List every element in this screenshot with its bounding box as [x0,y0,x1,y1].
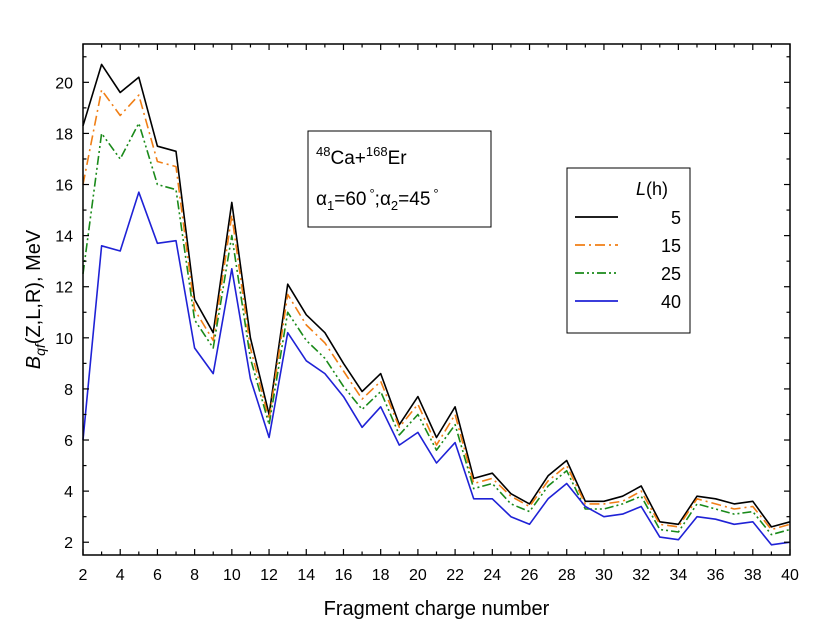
annotation-sep: ; [375,189,380,210]
annotation-reaction: 48Ca+168Er [316,144,407,169]
annotation-a1-val: =60 [334,189,366,210]
annotation-el2: Er [388,148,408,169]
annotation-a2-val: =45 [398,189,430,210]
legend-title-l: L [636,179,646,199]
x-tick-label: 34 [669,567,687,584]
x-tick-label: 36 [707,567,725,584]
x-tick-label: 26 [521,567,539,584]
annotation-a2-sub: 2 [391,198,398,213]
tick-layer: 2 4 6 8 10 12 14 16 18 20 22 24 26 28 30 32 34 36 38 402468… [55,44,799,584]
x-tick-label: 16 [335,567,353,584]
y-tick-label: 4 [64,484,73,501]
x-tick-label: 30 [595,567,613,584]
y-tick-label: 14 [55,229,73,246]
y-tick-label: 20 [55,75,73,92]
legend-frame [566,167,691,334]
annotation-el1: Ca+ [330,148,365,169]
reaction-annotation: 48Ca+168Er α1=60 °;α2=45 ° [307,130,492,228]
series-line-25 [82,122,791,536]
annotation-frame [307,130,492,228]
series-line-15 [82,89,791,531]
y-tick-label: 16 [55,178,73,195]
y-axis-title-sub: qf [32,342,48,356]
legend-label-5: 5 [671,208,681,228]
x-tick-label: 40 [781,567,799,584]
x-tick-label: 38 [744,567,762,584]
y-tick-label: 18 [55,126,73,143]
y-tick-label: 6 [64,433,73,450]
x-tick-label: 18 [372,567,390,584]
annotation-angles: α1=60 °;α2=45 ° [316,186,439,213]
x-tick-label: 4 [116,567,125,584]
legend-title: L(h) [636,179,668,199]
y-tick-label: 8 [64,382,73,399]
x-tick-label: 24 [483,567,501,584]
legend-label-40: 40 [661,292,681,312]
series-line-40 [82,191,791,546]
y-axis-title-main: B [23,356,45,369]
x-axis-title: Fragment charge number [324,598,550,620]
alpha-symbol-2: α [380,189,391,210]
y-axis-title: Bqf(Z,L,R), MeV [23,229,48,369]
annotation-sup2: 168 [366,144,388,159]
annotation-deg-2: ° [433,186,438,201]
legend-items: 5 15 25 40 [575,208,681,312]
y-tick-label: 12 [55,280,73,297]
annotation-sup1: 48 [316,144,330,159]
x-tick-label: 32 [632,567,650,584]
x-tick-label: 28 [558,567,576,584]
x-tick-label: 8 [190,567,199,584]
x-tick-label: 2 [79,567,88,584]
x-tick-label: 10 [223,567,241,584]
x-tick-label: 12 [260,567,278,584]
series-line-5 [82,63,791,528]
y-tick-label: 2 [64,535,73,552]
x-tick-label: 14 [297,567,315,584]
legend-label-25: 25 [661,264,681,284]
legend: L(h) 5 15 25 40 [566,167,691,334]
alpha-symbol-1: α [316,189,327,210]
x-tick-label: 20 [409,567,427,584]
x-tick-label: 22 [446,567,464,584]
legend-title-rest: (h) [646,179,668,199]
legend-label-15: 15 [661,236,681,256]
y-tick-label: 10 [55,331,73,348]
x-tick-label: 6 [153,567,162,584]
y-axis-title-args: (Z,L,R), MeV [23,229,45,344]
annotation-deg-1: ° [369,186,374,201]
series-layer [82,63,791,546]
annotation-a1-sub: 1 [327,198,334,213]
